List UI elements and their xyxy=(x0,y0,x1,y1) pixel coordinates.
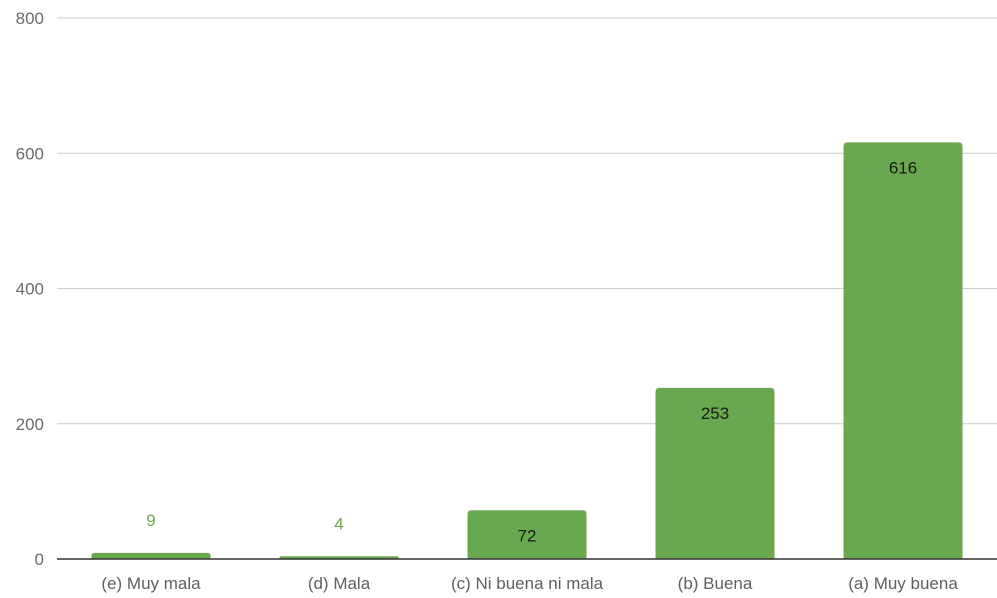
bar xyxy=(467,510,587,559)
y-tick-label: 200 xyxy=(16,415,44,434)
bar xyxy=(843,142,963,559)
x-axis-categories: (e) Muy mala (d) Mala (c) Ni buena ni mala… xyxy=(101,574,958,593)
y-tick-label: 800 xyxy=(16,9,44,28)
x-category-label: (e) Muy mala xyxy=(101,574,201,593)
data-labels: 9 4 72 253 616 xyxy=(146,158,917,545)
bar-value-label: 4 xyxy=(334,514,343,533)
bar-value-label: 616 xyxy=(889,158,917,177)
bar-value-label: 253 xyxy=(701,404,729,423)
y-tick-label: 0 xyxy=(35,550,44,569)
bars xyxy=(91,142,963,559)
y-tick-label: 600 xyxy=(16,144,44,163)
y-axis-ticks: 0 200 400 600 800 xyxy=(16,9,44,569)
bar-value-label: 72 xyxy=(518,526,537,545)
x-category-label: (d) Mala xyxy=(308,574,371,593)
bar xyxy=(91,552,211,559)
bar-value-label: 9 xyxy=(146,511,155,530)
x-category-label: (b) Buena xyxy=(678,574,753,593)
bar xyxy=(655,387,775,559)
y-tick-label: 400 xyxy=(16,280,44,299)
x-category-label: (c) Ni buena ni mala xyxy=(451,574,604,593)
gridlines xyxy=(57,17,997,425)
x-category-label: (a) Muy buena xyxy=(848,574,958,593)
